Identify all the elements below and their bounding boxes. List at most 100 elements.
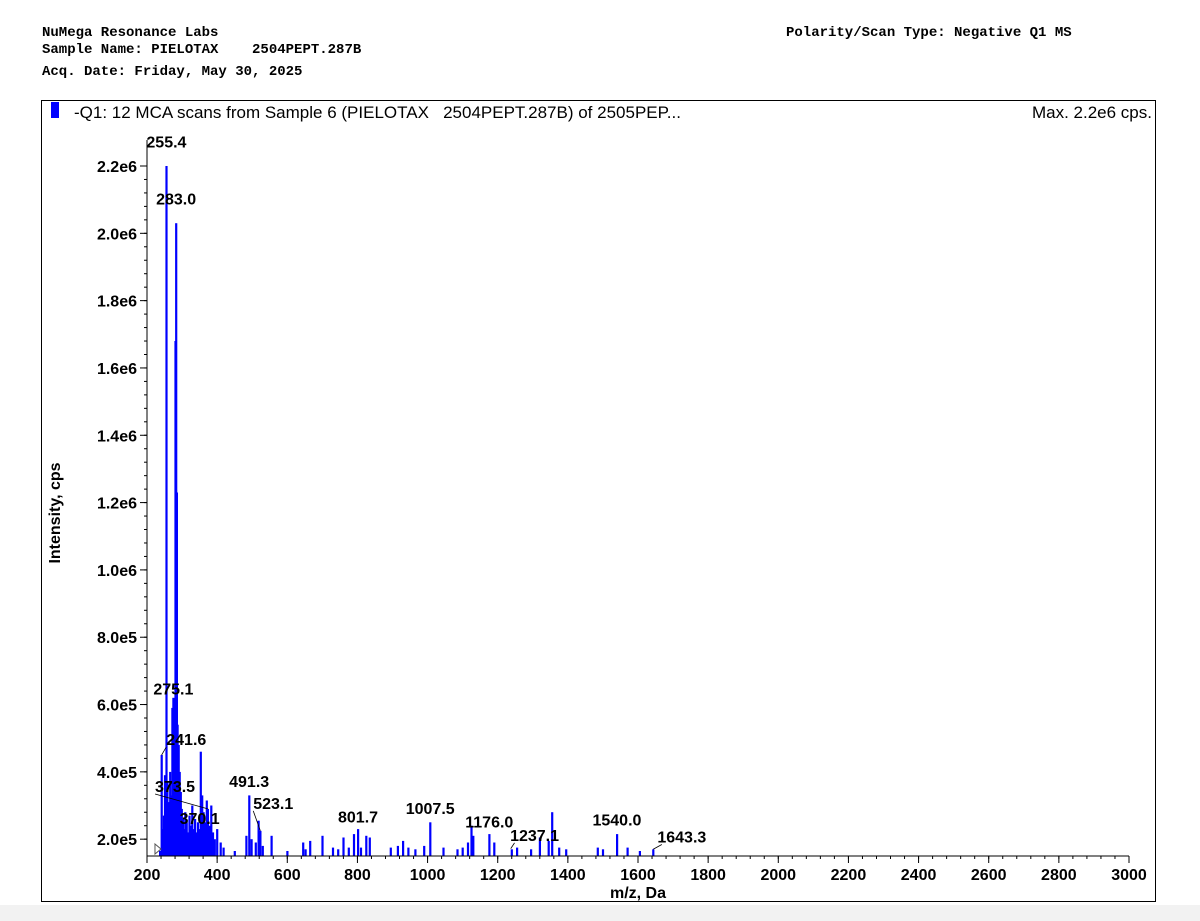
spectrum-peak bbox=[191, 805, 194, 856]
spectrum-peak bbox=[596, 847, 599, 856]
spectrum-peak bbox=[331, 847, 335, 856]
spectrum-peak bbox=[493, 842, 496, 856]
spectrum-peak bbox=[201, 795, 204, 856]
spectrum-peak bbox=[233, 851, 236, 856]
spectrum-peak bbox=[202, 812, 205, 856]
spectrum-peak bbox=[466, 842, 470, 856]
x-tick-label: 3000 bbox=[1111, 867, 1147, 884]
lab-name: NuMega Resonance Labs bbox=[42, 25, 219, 41]
spectrum-peak bbox=[601, 849, 605, 856]
x-tick-label: 400 bbox=[204, 867, 231, 884]
peak-leader-line bbox=[161, 746, 167, 756]
peak-label: 1643.3 bbox=[657, 830, 706, 847]
chart-frame bbox=[41, 100, 1156, 902]
spectrum-peak bbox=[196, 822, 200, 856]
spectrum-peak bbox=[219, 842, 222, 856]
spectrum-peak bbox=[347, 847, 350, 856]
peak-label: 241.6 bbox=[166, 732, 206, 749]
peak-leader-line bbox=[510, 842, 515, 849]
sample-name: Sample Name: PIELOTAX 2504PEPT.287B bbox=[42, 42, 362, 58]
peak-label: 1176.0 bbox=[465, 814, 513, 831]
spectrum-peak bbox=[516, 847, 519, 856]
x-tick-label: 2000 bbox=[760, 867, 796, 884]
spectrum-peak bbox=[187, 832, 190, 856]
x-tick-label: 1200 bbox=[480, 867, 516, 884]
x-tick-label: 2600 bbox=[971, 867, 1007, 884]
y-tick-label: 2.0e6 bbox=[97, 226, 137, 243]
legend-text: -Q1: 12 MCA scans from Sample 6 (PIELOTA… bbox=[74, 103, 681, 122]
spectrum-peak bbox=[184, 812, 187, 856]
spectrum-peak bbox=[203, 822, 207, 856]
spectrum-peak bbox=[250, 839, 253, 856]
spectrum-peak bbox=[429, 822, 432, 856]
spectrum-peak bbox=[547, 840, 550, 856]
y-axis-title: Intensity, cps bbox=[47, 462, 64, 563]
x-tick-label: 1400 bbox=[550, 867, 586, 884]
y-tick-label: 4.0e5 bbox=[97, 765, 137, 782]
spectrum-peak bbox=[461, 847, 464, 856]
chart-axes: 2.0e5 4.0e5 6.0e5 8.0e5 1.0e6 1.2e6 1.4e6 1.6e6… bbox=[97, 140, 1147, 884]
spectrum-peak bbox=[195, 832, 198, 856]
spectrum-peak bbox=[423, 845, 426, 856]
spectrum-peak bbox=[352, 834, 356, 856]
peak-leader-line bbox=[154, 793, 208, 810]
peak-label: 1007.5 bbox=[406, 801, 455, 818]
y-tick-label: 6.0e5 bbox=[97, 698, 137, 715]
spectrum-peak bbox=[160, 755, 163, 856]
acquisition-date: Acq. Date: Friday, May 30, 2025 bbox=[42, 64, 303, 80]
spectrum-peak bbox=[270, 835, 273, 856]
peak-label: 373.5 bbox=[155, 779, 195, 796]
spectrum-peak bbox=[166, 782, 169, 856]
spectrum-peak bbox=[161, 829, 164, 856]
spectrum-peak bbox=[208, 825, 211, 856]
x-tick-label: 800 bbox=[344, 867, 371, 884]
spectrum-peak bbox=[175, 492, 178, 856]
x-tick-label: 2200 bbox=[831, 867, 867, 884]
spectrum-peak bbox=[188, 815, 191, 856]
spectrum-peak bbox=[396, 845, 399, 856]
spectrum-peak bbox=[407, 847, 410, 856]
spectrum-peak bbox=[199, 751, 202, 856]
spectrum-peak bbox=[538, 837, 541, 856]
spectrum-peak bbox=[414, 849, 417, 856]
spectrum-peak bbox=[558, 847, 561, 856]
spectrum-peak bbox=[309, 840, 312, 856]
spectrum-peak bbox=[167, 802, 170, 856]
y-tick-label: 1.0e6 bbox=[97, 563, 137, 580]
spectrum-peak bbox=[194, 819, 197, 856]
max-intensity-text: Max. 2.2e6 cps. bbox=[1031, 103, 1152, 122]
peak-annotations: 255.4 283.0 275.1 241.6 373.5 370.1 491.3 523.1… bbox=[146, 134, 706, 850]
spectrum-peak bbox=[189, 825, 192, 856]
spectrum-peak bbox=[337, 849, 340, 856]
x-tick-label: 1800 bbox=[690, 867, 726, 884]
peak-label: 275.1 bbox=[153, 681, 193, 698]
spectrum-peak bbox=[170, 795, 173, 856]
x-axis-title: m/z, Da bbox=[610, 885, 666, 902]
spectrum-peak bbox=[302, 842, 305, 856]
spectrum-bars bbox=[159, 166, 655, 856]
peak-label: 283.0 bbox=[156, 192, 196, 209]
spectrum-peak bbox=[530, 849, 533, 856]
spectrum-peak bbox=[626, 847, 629, 856]
spectrum-peak bbox=[205, 800, 208, 856]
spectrum-peak bbox=[359, 847, 363, 856]
spectrum-peak bbox=[211, 832, 215, 856]
spectrum-peak bbox=[389, 847, 392, 856]
peak-label: 370.1 bbox=[180, 811, 220, 828]
period-marker bbox=[154, 842, 162, 856]
spectrum-peak bbox=[368, 837, 371, 856]
y-tick-label: 1.6e6 bbox=[97, 361, 137, 378]
spectrum-peak bbox=[257, 820, 260, 856]
peak-label: 523.1 bbox=[253, 796, 293, 813]
spectrum-peak bbox=[198, 829, 201, 856]
x-tick-label: 2800 bbox=[1041, 867, 1077, 884]
x-tick-label: 200 bbox=[134, 867, 161, 884]
spectrum-peak bbox=[182, 829, 185, 856]
x-tick-label: 1600 bbox=[620, 867, 656, 884]
spectrum-peak bbox=[192, 829, 195, 856]
legend-swatch bbox=[51, 102, 59, 118]
spectrum-peak bbox=[321, 835, 324, 856]
spectrum-peak bbox=[286, 851, 289, 856]
x-tick-label: 600 bbox=[274, 867, 301, 884]
